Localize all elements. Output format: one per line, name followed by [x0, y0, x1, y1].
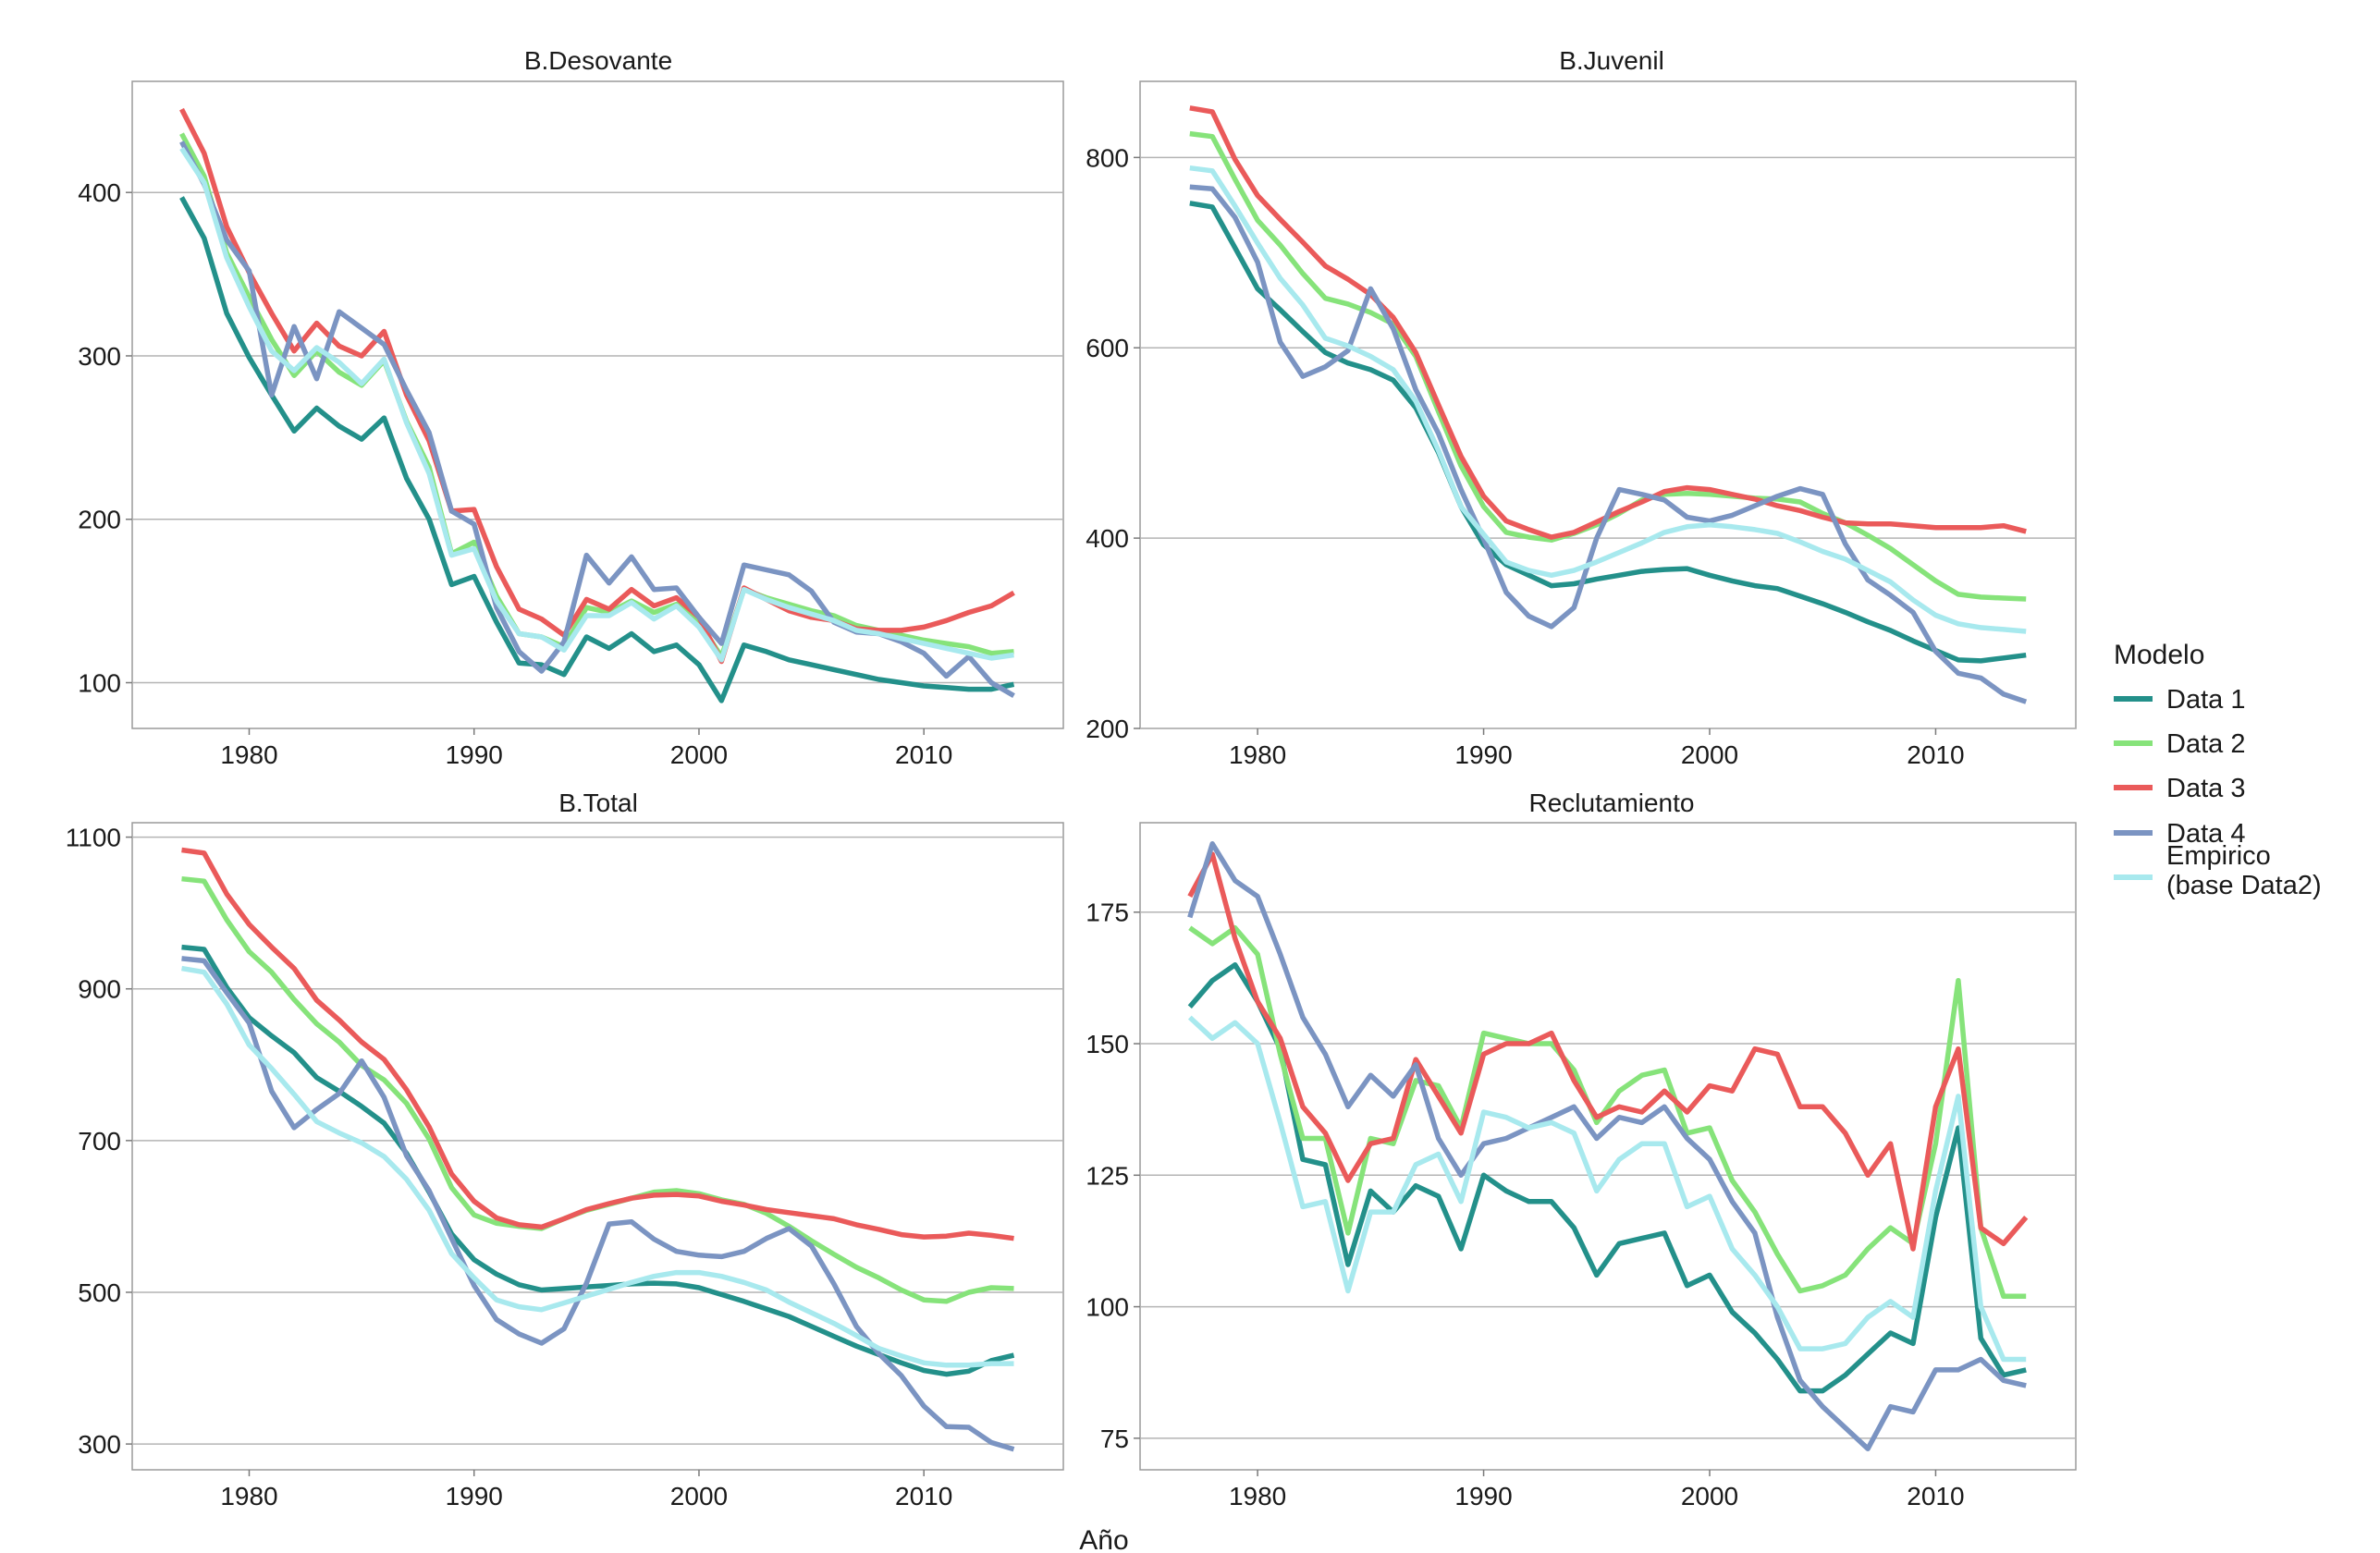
y-tick-label-600: 600 [1086, 334, 1129, 362]
legend-label-d2: Data 2 [2166, 729, 2245, 759]
series-line-data-1 [1187, 961, 2027, 1394]
x-tick-label-1980: 1980 [220, 1482, 277, 1510]
panel-b-desovante: B.Desovante 100 200 300 400 1980 1990 2000 201… [78, 46, 1064, 769]
y-tick-label-100: 100 [1086, 1293, 1129, 1322]
panel-title-b-juvenil: B.Juvenil [1559, 46, 1664, 75]
gridlines [126, 836, 1063, 1476]
plot-frame [131, 80, 1064, 729]
x-tick-label-1990: 1990 [446, 1482, 503, 1510]
series-line-data-2 [179, 132, 1014, 659]
y-tick-label-300: 300 [78, 342, 121, 371]
y-tick-label-400: 400 [78, 178, 121, 207]
y-tick-label-400: 400 [1086, 524, 1129, 553]
y-tick-label-150: 150 [1086, 1030, 1129, 1058]
x-tick-label-2010: 2010 [1907, 1482, 1964, 1510]
y-tick-labels: 200 400 600 800 [1086, 143, 1129, 743]
plot-frame [1139, 822, 2077, 1471]
y-tick-label-125: 125 [1086, 1161, 1129, 1190]
y-tick-label-200: 200 [1086, 715, 1129, 743]
y-tick-label-700: 700 [78, 1127, 121, 1156]
panel-title-b-desovante: B.Desovante [524, 46, 672, 75]
series-line-data-1 [1189, 201, 2027, 664]
x-tick-label-2010: 2010 [895, 1482, 952, 1510]
panel-reclutamiento: Reclutamiento 75 100 125 150 175 1980 1990 200… [1086, 789, 2077, 1510]
legend-title: Modelo [2114, 640, 2204, 670]
series-lines [1187, 841, 2029, 1451]
panel-title-b-total: B.Total [558, 789, 638, 817]
series-line-empirico-base-data2 [1187, 1015, 2027, 1363]
x-tick-labels: 1980 1990 2000 2010 [1229, 1482, 1965, 1510]
y-tick-labels: 75 100 125 150 175 [1086, 899, 1129, 1453]
y-tick-label-300: 300 [78, 1430, 121, 1459]
y-tick-label-500: 500 [78, 1278, 121, 1307]
series-line-data-4 [181, 956, 1015, 1452]
x-tick-label-2010: 2010 [895, 740, 952, 769]
series-line-data-4 [1187, 841, 2027, 1451]
x-tick-label-1990: 1990 [1454, 1482, 1512, 1510]
gridlines [1134, 911, 2076, 1476]
y-tick-label-200: 200 [78, 506, 121, 534]
legend-label-d4: Data 4 [2166, 819, 2245, 849]
series-line-data-4 [1189, 184, 2028, 704]
x-tick-label-1980: 1980 [1229, 740, 1286, 769]
series-line-empirico-base-data2 [181, 965, 1014, 1368]
x-tick-labels: 1980 1990 2000 2010 [220, 1482, 952, 1510]
legend-label-emp: (base Data2) [2166, 871, 2322, 900]
legend-label-emp: Empirico [2166, 841, 2271, 871]
legend-label-d3: Data 3 [2166, 774, 2245, 803]
plot-frame [131, 822, 1064, 1471]
series-line-data-3 [179, 107, 1015, 665]
y-tick-label-75: 75 [1100, 1425, 1129, 1453]
series-line-data-3 [181, 847, 1014, 1241]
x-tick-label-1990: 1990 [446, 740, 503, 769]
gridlines [1134, 156, 2076, 735]
x-tick-labels: 1980 1990 2000 2010 [1229, 740, 1965, 769]
x-tick-label-2000: 2000 [670, 740, 728, 769]
legend-label-d1: Data 1 [2166, 685, 2245, 715]
y-tick-label-175: 175 [1086, 899, 1129, 927]
panel-title-reclutamiento: Reclutamiento [1529, 789, 1695, 817]
series-line-data-2 [1188, 925, 2027, 1299]
x-tick-label-2000: 2000 [1681, 740, 1738, 769]
series-line-empirico-base-data2 [1189, 165, 2027, 634]
series-lines [179, 107, 1015, 703]
legend: Modelo Data 1 Data 2 Data 3 Data 4Empirico(… [2114, 640, 2322, 900]
panel-b-total: B.Total 300 500 700 900 1100 1980 1990 2000 201… [66, 789, 1064, 1510]
series-lines [181, 847, 1015, 1452]
plot-frame [1139, 80, 2077, 729]
panel-b-juvenil: B.Juvenil 200 400 600 800 1980 1990 2000 2010 [1086, 46, 2077, 769]
x-tick-label-1980: 1980 [220, 740, 277, 769]
x-tick-label-2000: 2000 [670, 1482, 728, 1510]
y-tick-labels: 300 500 700 900 1100 [66, 824, 121, 1460]
x-tick-label-1980: 1980 [1229, 1482, 1286, 1510]
x-tick-label-2010: 2010 [1907, 740, 1964, 769]
series-line-data-2 [1189, 130, 2027, 602]
y-tick-labels: 100 200 300 400 [78, 178, 121, 697]
x-tick-label-1990: 1990 [1454, 740, 1512, 769]
series-lines [1189, 105, 2028, 704]
x-tick-labels: 1980 1990 2000 2010 [220, 740, 952, 769]
series-line-data-3 [1187, 851, 2029, 1252]
x-axis-title: Año [1079, 1525, 1128, 1553]
y-tick-label-800: 800 [1086, 143, 1129, 172]
series-line-data-1 [179, 196, 1015, 703]
y-tick-label-100: 100 [78, 669, 121, 698]
y-tick-label-900: 900 [78, 975, 121, 1004]
series-line-empirico-base-data2 [179, 146, 1014, 663]
x-tick-label-2000: 2000 [1681, 1482, 1738, 1510]
y-tick-label-1100: 1100 [66, 824, 121, 852]
series-line-data-2 [181, 875, 1014, 1304]
